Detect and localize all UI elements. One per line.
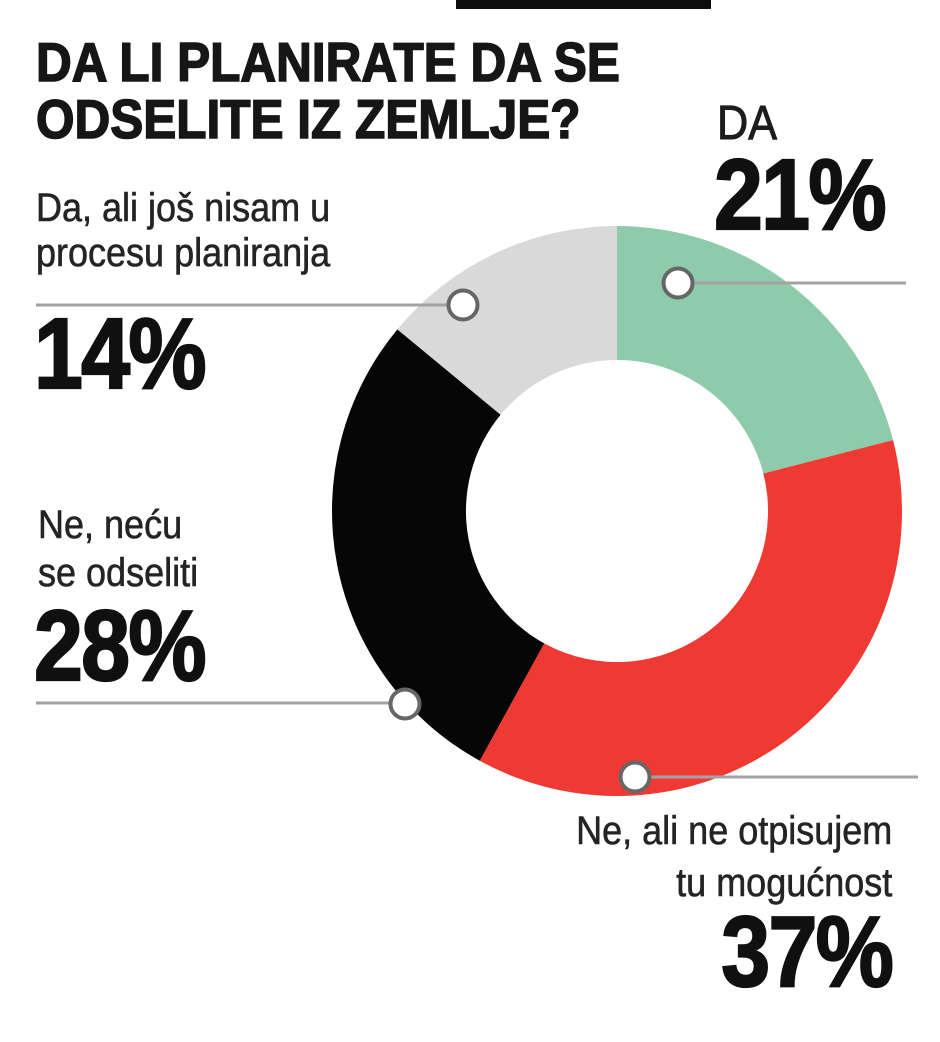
marker-maybe — [618, 760, 652, 794]
label-no: Ne, neću se odseliti — [38, 501, 216, 597]
label-no-line2: se odseliti — [38, 551, 199, 596]
label-planning-line2: procesu planiranja — [36, 231, 331, 276]
label-maybe-line1: Ne, ali ne otpisujem — [575, 809, 893, 854]
chart-title: DA LI PLANIRATE DA SE ODSELITE IZ ZEMLJE… — [35, 31, 685, 150]
donut-segment-2 — [331, 329, 545, 761]
label-yes-text: DA — [717, 97, 778, 150]
donut-segment-3 — [397, 226, 617, 415]
top-crop-artifact-bar — [456, 0, 711, 9]
marker-planning — [446, 288, 480, 322]
label-maybe-line2: tu mogućnost — [675, 861, 893, 906]
value-maybe: 37% — [698, 896, 895, 1008]
value-maybe-text: 37% — [720, 896, 895, 1008]
label-maybe: Ne, ali ne otpisujem tu mogućnost — [541, 805, 893, 909]
value-no-text: 28% — [33, 590, 208, 702]
value-yes-text: 21% — [713, 139, 888, 251]
marker-no — [388, 687, 422, 721]
donut-segment-0 — [617, 226, 894, 474]
value-planning-text: 14% — [33, 298, 208, 410]
chart-title-line2: ODSELITE IZ ZEMLJE? — [35, 88, 581, 150]
label-planning-line1: Da, ali još nisam u — [36, 186, 331, 231]
marker-yes — [661, 266, 695, 300]
value-no: 28% — [33, 590, 228, 702]
leader-lines — [36, 281, 918, 779]
label-yes: DA — [717, 97, 784, 150]
label-no-line1: Ne, neću — [38, 503, 183, 548]
leader-markers — [388, 266, 695, 794]
donut-segment-1 — [479, 440, 903, 797]
chart-title-line1: DA LI PLANIRATE DA SE — [35, 31, 620, 93]
value-planning: 14% — [33, 298, 228, 410]
label-planning: Da, ali još nisam u procesu planiranja — [36, 186, 363, 276]
value-yes: 21% — [713, 139, 908, 251]
